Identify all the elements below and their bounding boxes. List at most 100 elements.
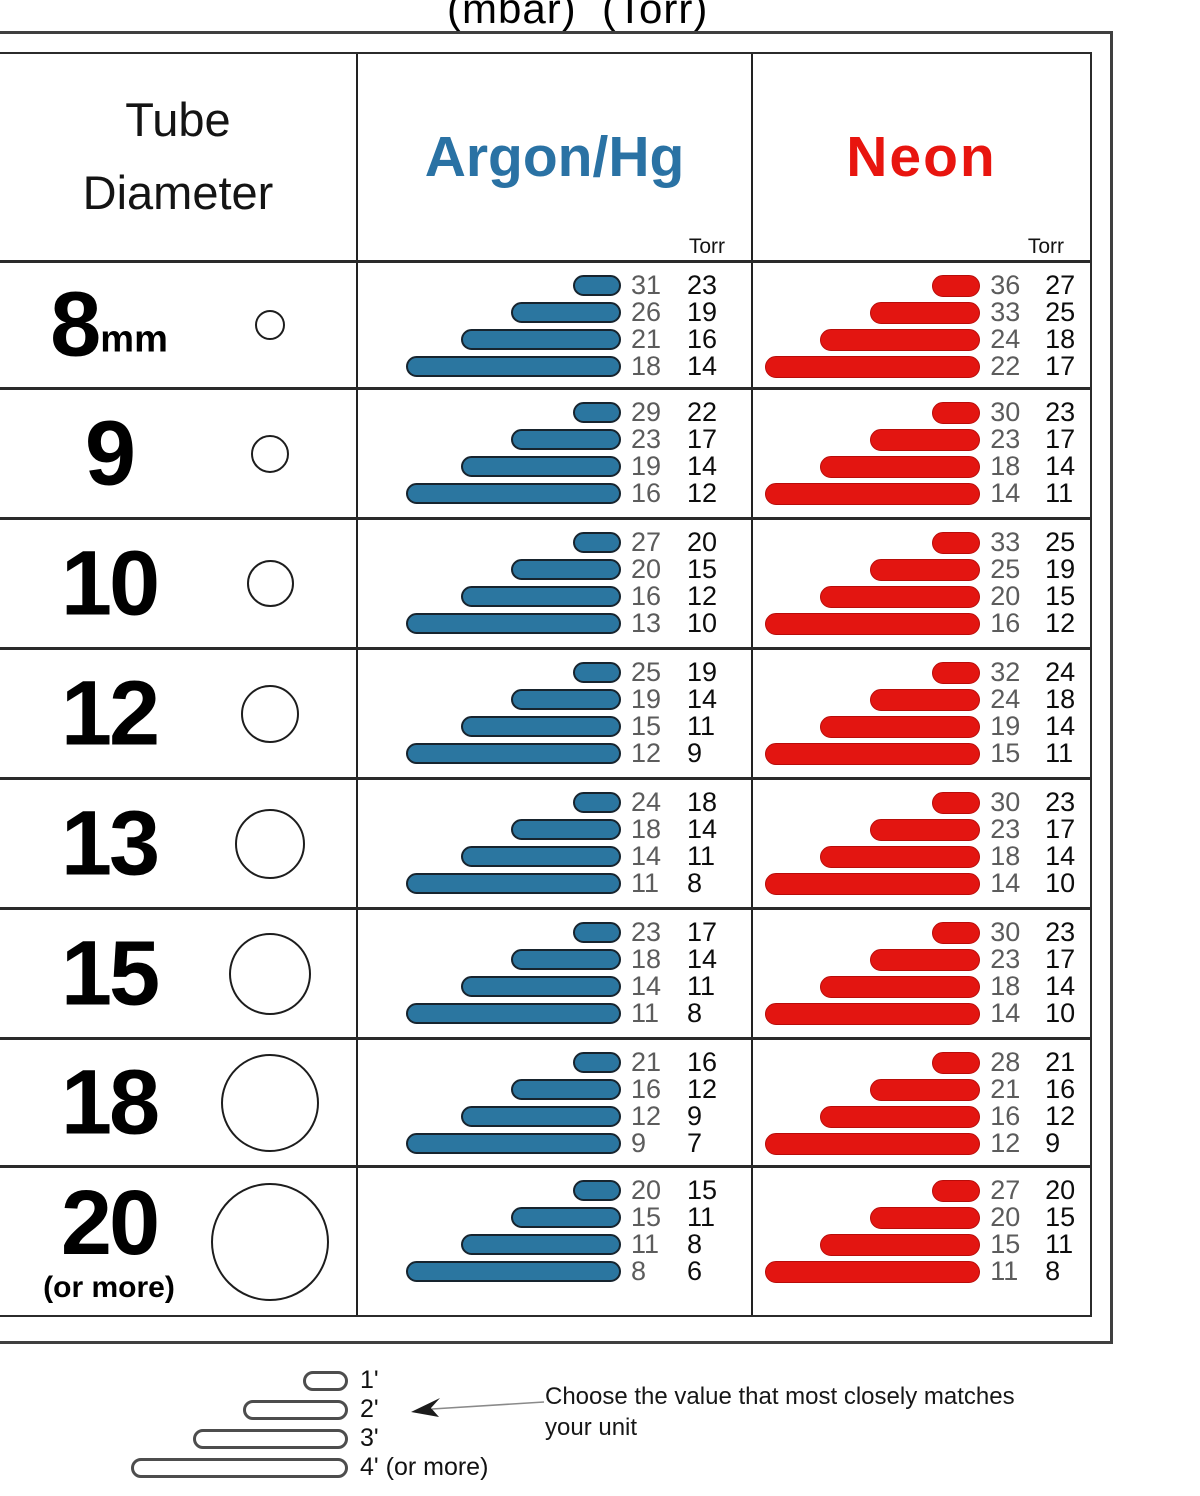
argon-torr-value: 17 xyxy=(687,917,718,947)
argon-length-bar xyxy=(406,873,621,894)
argon-bar-row: 23 17 xyxy=(358,424,751,454)
neon-torr-value: 23 xyxy=(1045,787,1076,817)
argon-mbar-value: 31 xyxy=(631,270,662,300)
argon-mbar-value: 11 xyxy=(631,1229,660,1259)
instruction-note-line2: your unit xyxy=(545,1414,638,1441)
neon-mbar-value: 23 xyxy=(990,814,1021,844)
argon-length-bar xyxy=(573,662,621,683)
argon-bar-area xyxy=(358,1133,621,1154)
argon-mbar-value: 16 xyxy=(631,581,662,611)
argon-bar-area xyxy=(358,792,621,813)
argon-bar-area xyxy=(358,402,621,423)
argon-cell: 20 15 15 11 11 8 8 6 xyxy=(358,1168,753,1315)
argon-torr-value: 20 xyxy=(687,527,718,557)
neon-bar-area xyxy=(753,612,981,635)
argon-mbar-value: 8 xyxy=(631,1256,647,1286)
neon-length-bar xyxy=(820,1105,981,1128)
argon-cell: 31 23 26 19 21 16 18 14 xyxy=(358,263,753,387)
table-row: 8mm 31 23 26 19 21 16 18 14 36 27 33 25 24 18 22 17 xyxy=(0,260,1090,387)
argon-mbar-value: 14 xyxy=(631,841,662,871)
table-row: 13 24 18 18 14 14 11 11 8 30 23 23 17 18 14 14 10 xyxy=(0,777,1090,907)
neon-bar-area xyxy=(753,921,981,944)
tube-size-circle xyxy=(241,684,299,743)
argon-length-bar xyxy=(573,1052,621,1073)
neon-bar-area xyxy=(753,401,981,424)
argon-torr-value: 23 xyxy=(687,270,718,300)
argon-torr-value: 18 xyxy=(687,787,718,817)
argon-torr-value: 15 xyxy=(687,1175,718,1205)
neon-bar-row: 33 25 xyxy=(753,297,1090,327)
diameter-label: 15 xyxy=(0,927,218,1019)
neon-torr-value: 25 xyxy=(1045,527,1076,557)
tube-size-circle xyxy=(255,310,285,340)
argon-bar-area xyxy=(358,429,621,450)
neon-cell: 28 21 21 16 16 12 12 9 xyxy=(753,1040,1090,1165)
diameter-label: 18 xyxy=(0,1056,218,1148)
argon-mbar-value: 19 xyxy=(631,451,662,481)
neon-bar-row: 24 18 xyxy=(753,324,1090,354)
neon-length-bar xyxy=(870,688,981,711)
argon-length-bar xyxy=(511,819,621,840)
table-row: 20 (or more) 20 15 15 11 11 8 8 6 27 20 20 15 15 11 11 8 xyxy=(0,1165,1090,1315)
table-row: 15 23 17 18 14 14 11 11 8 30 23 23 17 18 14 14 10 xyxy=(0,907,1090,1037)
argon-bar-area xyxy=(358,356,621,377)
argon-mbar-value: 18 xyxy=(631,944,662,974)
neon-mbar-value: 21 xyxy=(990,1074,1021,1104)
legend-row: 1' xyxy=(120,1366,488,1395)
argon-bar-row: 25 19 xyxy=(358,657,751,687)
diameter-value: 12 xyxy=(60,662,160,765)
argon-mbar-value: 29 xyxy=(631,397,662,427)
neon-mbar-value: 33 xyxy=(990,297,1021,327)
argon-bar-area xyxy=(358,819,621,840)
neon-bar-area xyxy=(753,791,981,814)
neon-bar-area xyxy=(753,1179,981,1202)
argon-bar-row: 15 11 xyxy=(358,711,751,741)
diameter-value: 18 xyxy=(60,1051,160,1154)
neon-bar-row: 16 12 xyxy=(753,608,1090,638)
neon-torr-value: 17 xyxy=(1045,351,1076,381)
argon-bar-row: 16 12 xyxy=(358,581,751,611)
diameter-cell: 10 xyxy=(0,520,358,647)
argon-mbar-value: 11 xyxy=(631,998,660,1028)
argon-bar-row: 12 9 xyxy=(358,1101,751,1131)
neon-bar-row: 32 24 xyxy=(753,657,1090,687)
legend-bar xyxy=(303,1370,348,1391)
diameter-value-line: 15 xyxy=(61,927,160,1019)
neon-torr-value: 12 xyxy=(1045,1101,1076,1131)
argon-length-bar xyxy=(511,689,621,710)
neon-bar-area xyxy=(753,975,981,998)
diameter-label: 10 xyxy=(0,537,218,629)
diameter-value: 9 xyxy=(84,402,136,505)
argon-length-bar xyxy=(461,716,621,737)
diameter-cell: 8mm xyxy=(0,263,358,387)
neon-bar-area xyxy=(753,1206,981,1229)
argon-torr-value: 14 xyxy=(687,451,718,481)
neon-mbar-value: 14 xyxy=(990,868,1021,898)
argon-torr-value: 19 xyxy=(687,297,718,327)
argon-bar-area xyxy=(358,456,621,477)
neon-length-bar xyxy=(765,1132,981,1155)
argon-length-bar xyxy=(461,329,621,350)
neon-bar-area xyxy=(753,355,981,378)
argon-bar-area xyxy=(358,613,621,634)
argon-bar-area xyxy=(358,275,621,296)
neon-length-bar xyxy=(820,455,981,478)
neon-mbar-value: 22 xyxy=(990,351,1021,381)
argon-torr-value: 14 xyxy=(687,944,718,974)
diameter-label: 20 (or more) xyxy=(0,1177,218,1303)
neon-torr-value: 11 xyxy=(1045,1229,1074,1259)
table-row: 12 25 19 19 14 15 11 12 9 32 24 24 18 19 14 15 11 xyxy=(0,647,1090,777)
neon-bar-area xyxy=(753,715,981,738)
neon-length-bar xyxy=(932,274,981,297)
argon-length-bar xyxy=(406,613,621,634)
neon-length-bar xyxy=(870,1078,981,1101)
diameter-value-line: 13 xyxy=(61,797,160,889)
argon-length-bar xyxy=(406,1003,621,1024)
neon-torr-value: 24 xyxy=(1045,657,1076,687)
argon-length-bar xyxy=(461,1234,621,1255)
argon-bar-area xyxy=(358,1261,621,1282)
neon-torr-value: 18 xyxy=(1045,684,1076,714)
legend-row: 4' (or more) xyxy=(120,1453,488,1482)
argon-bar-row: 19 14 xyxy=(358,451,751,481)
neon-bar-area xyxy=(753,818,981,841)
